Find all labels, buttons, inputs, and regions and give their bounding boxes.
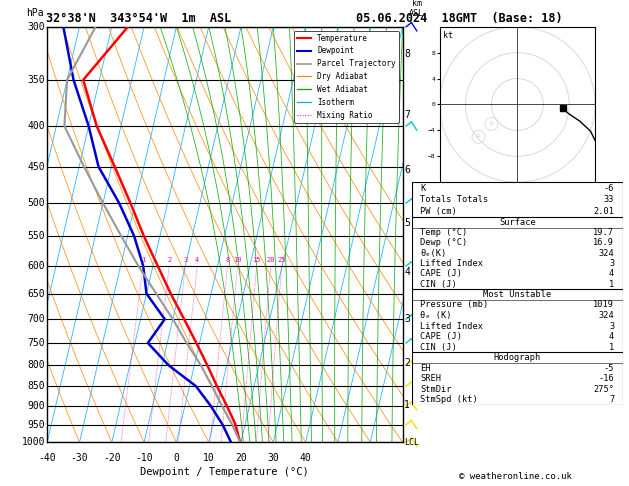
Text: 7: 7: [404, 110, 410, 120]
Text: km
ASL: km ASL: [409, 0, 425, 18]
Text: 324: 324: [599, 249, 615, 258]
Text: 1: 1: [404, 400, 410, 410]
Text: -40: -40: [38, 452, 56, 463]
Text: R: R: [490, 122, 493, 126]
Text: © weatheronline.co.uk: © weatheronline.co.uk: [459, 472, 572, 481]
Text: 3: 3: [404, 314, 410, 324]
Text: K: K: [420, 184, 426, 192]
Text: Totals Totals: Totals Totals: [420, 195, 489, 204]
Text: 850: 850: [28, 381, 45, 391]
Text: hPa: hPa: [26, 8, 43, 18]
Text: 05.06.2024  18GMT  (Base: 18): 05.06.2024 18GMT (Base: 18): [356, 12, 562, 25]
Text: 450: 450: [28, 162, 45, 172]
Text: StmSpd (kt): StmSpd (kt): [420, 395, 478, 404]
Text: 800: 800: [28, 360, 45, 370]
Text: 20: 20: [267, 257, 275, 262]
Text: 2.01: 2.01: [593, 207, 615, 216]
Text: 900: 900: [28, 401, 45, 411]
Text: Most Unstable: Most Unstable: [483, 290, 552, 299]
Text: 30: 30: [267, 452, 279, 463]
Text: -5: -5: [604, 364, 615, 373]
Text: 40: 40: [300, 452, 311, 463]
Text: 8: 8: [225, 257, 230, 262]
Text: Dewp (°C): Dewp (°C): [420, 239, 468, 247]
Text: 19.7: 19.7: [593, 228, 615, 237]
Text: 350: 350: [28, 75, 45, 85]
Text: 4: 4: [195, 257, 199, 262]
Text: θₑ (K): θₑ (K): [420, 311, 452, 320]
Text: 5: 5: [404, 218, 410, 228]
Text: θₑ(K): θₑ(K): [420, 249, 447, 258]
Text: 275°: 275°: [593, 384, 615, 394]
Text: CIN (J): CIN (J): [420, 343, 457, 351]
Text: 650: 650: [28, 289, 45, 298]
Text: 3: 3: [609, 322, 615, 330]
Text: Hodograph: Hodograph: [494, 353, 541, 362]
Text: 300: 300: [28, 22, 45, 32]
Text: -10: -10: [135, 452, 153, 463]
Text: 7: 7: [609, 395, 615, 404]
Text: StmDir: StmDir: [420, 384, 452, 394]
Text: 10: 10: [203, 452, 214, 463]
Text: LCL: LCL: [404, 438, 420, 447]
Text: EH: EH: [420, 364, 431, 373]
Text: 10: 10: [233, 257, 242, 262]
FancyBboxPatch shape: [412, 289, 623, 352]
Text: 500: 500: [28, 198, 45, 208]
Text: 0: 0: [174, 452, 179, 463]
Text: Dewpoint / Temperature (°C): Dewpoint / Temperature (°C): [140, 467, 309, 477]
Text: Surface: Surface: [499, 218, 536, 227]
Text: 400: 400: [28, 121, 45, 131]
Text: 6: 6: [404, 165, 410, 175]
Text: 1019: 1019: [593, 300, 615, 310]
Text: -16: -16: [599, 374, 615, 383]
Text: 324: 324: [599, 311, 615, 320]
Text: PW (cm): PW (cm): [420, 207, 457, 216]
FancyBboxPatch shape: [412, 182, 623, 217]
Text: 1: 1: [609, 343, 615, 351]
Text: 2: 2: [404, 358, 410, 368]
Text: Lifted Index: Lifted Index: [420, 322, 484, 330]
Text: Temp (°C): Temp (°C): [420, 228, 468, 237]
Text: 600: 600: [28, 261, 45, 271]
Text: 3: 3: [609, 259, 615, 268]
Text: 8: 8: [404, 50, 410, 59]
Text: CAPE (J): CAPE (J): [420, 332, 462, 341]
Text: 25: 25: [277, 257, 286, 262]
Text: 550: 550: [28, 231, 45, 241]
Legend: Temperature, Dewpoint, Parcel Trajectory, Dry Adiabat, Wet Adiabat, Isotherm, Mi: Temperature, Dewpoint, Parcel Trajectory…: [294, 31, 399, 122]
Text: 1: 1: [609, 279, 615, 289]
Text: 1: 1: [141, 257, 145, 262]
Text: 3: 3: [183, 257, 187, 262]
Text: 15: 15: [252, 257, 261, 262]
Text: R: R: [477, 135, 480, 139]
Text: -6: -6: [604, 184, 615, 192]
Text: 20: 20: [235, 452, 247, 463]
Text: 750: 750: [28, 338, 45, 348]
Text: 33: 33: [604, 195, 615, 204]
Text: 700: 700: [28, 314, 45, 324]
Text: 4: 4: [609, 332, 615, 341]
Text: 16.9: 16.9: [593, 239, 615, 247]
FancyBboxPatch shape: [412, 352, 623, 405]
Text: 4: 4: [609, 269, 615, 278]
Text: 4: 4: [404, 267, 410, 277]
Text: 2: 2: [167, 257, 171, 262]
Text: kt: kt: [443, 32, 453, 40]
Text: CAPE (J): CAPE (J): [420, 269, 462, 278]
Text: -30: -30: [70, 452, 88, 463]
Text: Pressure (mb): Pressure (mb): [420, 300, 489, 310]
Text: CIN (J): CIN (J): [420, 279, 457, 289]
Text: 950: 950: [28, 419, 45, 430]
Text: Lifted Index: Lifted Index: [420, 259, 484, 268]
Text: SREH: SREH: [420, 374, 442, 383]
Text: 32°38'N  343°54'W  1m  ASL: 32°38'N 343°54'W 1m ASL: [46, 12, 231, 25]
Text: 1000: 1000: [22, 437, 45, 447]
FancyBboxPatch shape: [412, 217, 623, 289]
Text: -20: -20: [103, 452, 121, 463]
